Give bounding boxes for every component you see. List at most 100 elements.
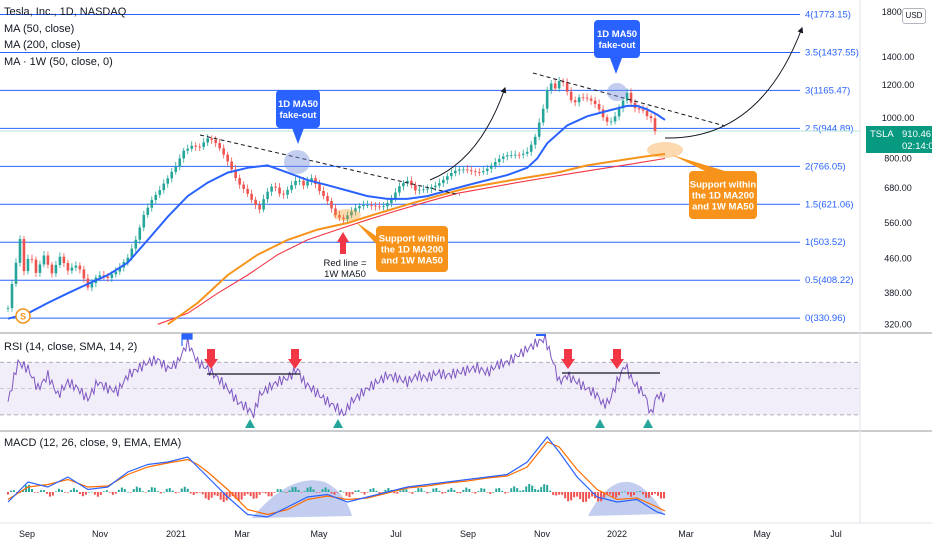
macd-histogram-bar <box>318 492 321 493</box>
macd-histogram-bar <box>546 484 549 492</box>
candle-body <box>402 183 405 187</box>
macd-histogram-bar <box>438 490 441 492</box>
legend-ma200[interactable]: MA (200, close) <box>4 39 81 51</box>
rsi-down-arrow <box>288 349 302 369</box>
macd-histogram-bar <box>30 489 33 492</box>
candle-body <box>334 208 337 216</box>
x-tick-label: Sep <box>19 529 35 539</box>
callout-box <box>276 90 320 128</box>
candle-body <box>74 265 78 268</box>
candle-body <box>26 258 30 272</box>
macd-histogram-bar <box>156 491 159 492</box>
legend-ma1w[interactable]: MA · 1W (50, close, 0) <box>4 55 113 68</box>
macd-histogram-bar <box>180 488 183 492</box>
marker-letter: S <box>20 312 26 322</box>
candle-body <box>589 98 593 101</box>
legend-ma50[interactable]: MA (50, close) <box>4 22 75 35</box>
macd-histogram-bar <box>126 491 129 493</box>
macd-histogram-bar <box>576 492 579 497</box>
candle-body <box>310 178 313 182</box>
candle-body <box>42 255 46 265</box>
candle-body <box>625 92 629 101</box>
candle-body <box>382 206 385 208</box>
candle-body <box>270 186 273 192</box>
x-tick-label: Jul <box>390 529 402 539</box>
macd-histogram-bar <box>66 492 69 493</box>
candle-body <box>318 184 321 192</box>
candle-body <box>565 82 569 92</box>
candle-body <box>286 189 289 195</box>
macd-histogram-bar <box>159 492 162 494</box>
macd-histogram-bar <box>654 492 657 494</box>
macd-histogram-bar <box>351 492 354 495</box>
candle-body <box>649 116 653 119</box>
macd-histogram-bar <box>393 492 396 494</box>
candle-body <box>54 264 58 274</box>
candle-body <box>22 239 26 272</box>
macd-histogram-bar <box>327 489 330 492</box>
macd-histogram-bar <box>210 492 213 498</box>
macd-histogram-bar <box>282 491 285 493</box>
macd-histogram-bar <box>78 492 81 495</box>
callout-text: 1D MA50 <box>278 99 318 110</box>
macd-histogram-bar <box>120 487 123 492</box>
candle-body <box>458 169 461 171</box>
candle-body <box>549 83 553 91</box>
macd-histogram-bar <box>186 488 189 492</box>
candle-body <box>150 199 154 208</box>
candle-body <box>174 166 178 172</box>
candle-body <box>338 215 341 218</box>
candle-body <box>162 183 166 191</box>
y-tick-label: 380.00 <box>884 288 912 298</box>
macd-histogram-bar <box>588 492 591 499</box>
macd-histogram-bar <box>585 492 588 502</box>
macd-histogram-bar <box>204 492 207 499</box>
currency-badge[interactable]: USD <box>902 8 926 24</box>
macd-histogram-bar <box>591 492 594 497</box>
candle-body <box>545 90 549 109</box>
support-highlight <box>333 209 361 221</box>
macd-histogram-bar <box>510 488 513 492</box>
x-tick-label: May <box>753 529 771 539</box>
ma200-line <box>157 157 666 325</box>
callout-tail <box>356 222 378 246</box>
macd-histogram-bar <box>447 489 450 492</box>
candle-body <box>58 256 62 265</box>
macd-histogram-bar <box>138 487 141 492</box>
candle-body <box>130 248 134 258</box>
callout-tail <box>292 128 304 144</box>
candle-body <box>513 154 517 156</box>
rsi-up-arrow <box>333 419 343 428</box>
macd-histogram-bar <box>213 492 216 496</box>
macd-histogram-bar <box>414 491 417 492</box>
candle-body <box>106 276 110 278</box>
macd-histogram-bar <box>651 492 654 495</box>
macd-histogram-bar <box>465 487 468 492</box>
macd-histogram-bar <box>561 492 564 495</box>
macd-histogram-bar <box>339 490 342 492</box>
macd-histogram-bar <box>657 492 660 496</box>
candle-body <box>222 148 225 155</box>
rsi-line <box>7 333 666 419</box>
candle-body <box>234 169 237 179</box>
candle-body <box>214 139 217 144</box>
candle-body <box>34 259 38 273</box>
candle-body <box>485 168 489 172</box>
macd-histogram-bar <box>234 492 237 499</box>
macd-histogram-bar <box>288 490 291 492</box>
candle-body <box>62 256 66 263</box>
x-tick-label: Mar <box>234 529 250 539</box>
macd-histogram-bar <box>57 488 60 492</box>
y-tick-label: 680.00 <box>884 183 912 193</box>
legend-symbol[interactable]: Tesla, Inc., 1D, NASDAQ <box>4 6 127 18</box>
macd-histogram-bar <box>348 492 351 498</box>
macd-histogram-bar <box>345 492 348 496</box>
macd-histogram-bar <box>630 492 633 497</box>
macd-histogram-bar <box>42 490 45 492</box>
candle-body <box>38 264 42 273</box>
macd-histogram-bar <box>48 492 51 497</box>
